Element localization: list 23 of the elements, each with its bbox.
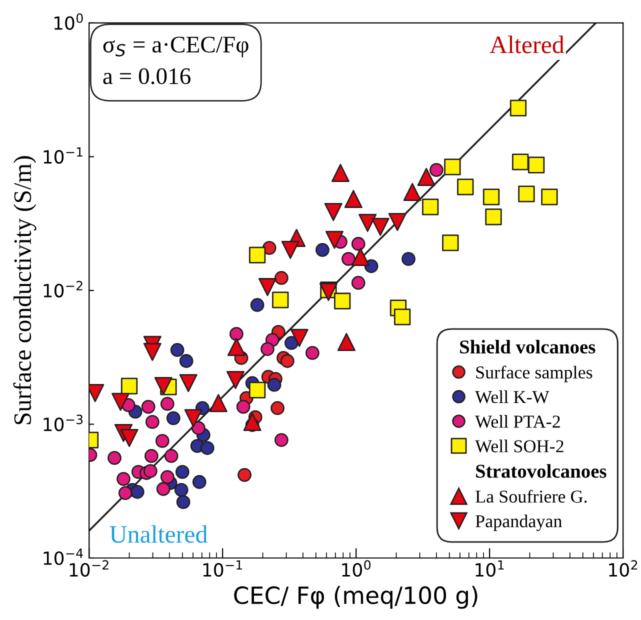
x-axis-title: CEC/ Fφ (meq/100 g) xyxy=(234,586,478,609)
legend-label: La Soufriere G. xyxy=(476,490,587,503)
annotation: Altered xyxy=(490,36,564,54)
y-tick-label: 10$^{−1}$ xyxy=(44,147,82,164)
y-tick-label: 10$^{0}$ xyxy=(54,13,83,30)
legend-label: Surface samples xyxy=(476,366,592,382)
annotation: a = 0.016 xyxy=(103,68,190,84)
legend-label: Well SOH-2 xyxy=(475,440,564,452)
y-axis-title: Surface conductivity (S/m) xyxy=(13,156,36,424)
annotation: Unaltered xyxy=(110,525,208,543)
y-tick-label: 10$^{−3}$ xyxy=(44,414,83,432)
x-tick-label: 10$^{0}$ xyxy=(342,560,371,577)
legend-label: Well PTA-2 xyxy=(475,415,560,428)
x-tick-label: 10$^{−1}$ xyxy=(203,560,242,577)
legend-title: Shield volcanoes xyxy=(460,340,596,354)
x-tick-label: 10$^{2}$ xyxy=(609,560,638,577)
y-tick-label: 10$^{−2}$ xyxy=(44,280,82,298)
legend-label: Well K-W xyxy=(475,390,550,404)
x-tick-label: 10$^{−2}$ xyxy=(70,560,108,577)
x-tick-label: 10$^{1}$ xyxy=(476,560,504,577)
annotation: Stratovolcanoes xyxy=(476,464,606,478)
annotation: σ$_{S}$ = a·CEC/Fφ xyxy=(103,36,248,58)
legend-label: Papandayan xyxy=(476,514,562,532)
